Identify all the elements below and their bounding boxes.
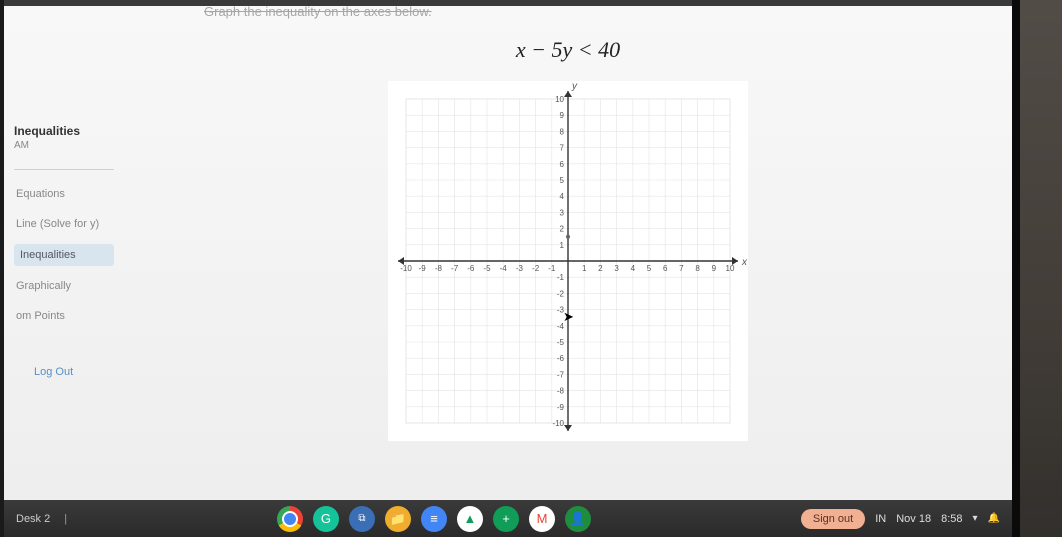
svg-text:6: 6	[560, 160, 565, 169]
background-beyond-laptop	[1020, 0, 1062, 537]
svg-text:8: 8	[695, 264, 700, 273]
svg-text:3: 3	[560, 208, 565, 217]
shelf-left: Desk 2 |	[16, 513, 67, 525]
screen: Inequalities AM Equations Line (Solve for…	[4, 0, 1012, 500]
svg-text:5: 5	[560, 176, 565, 185]
svg-text:7: 7	[679, 264, 684, 273]
svg-text:6: 6	[663, 264, 668, 273]
svg-text:4: 4	[631, 264, 636, 273]
classroom-icon[interactable]: 👤	[565, 506, 591, 532]
svg-text:-7: -7	[451, 264, 459, 273]
svg-text:-2: -2	[532, 264, 540, 273]
svg-text:-2: -2	[557, 289, 565, 298]
sidebar-subheading: AM	[14, 140, 114, 151]
ime-indicator[interactable]: IN	[875, 513, 886, 525]
docs-icon[interactable]: ≡	[421, 506, 447, 532]
sidebar-item-inequalities[interactable]: Inequalities	[14, 244, 114, 266]
graph-container: -10-9-8-7-6-5-4-3-2-112345678910-10-9-8-…	[164, 81, 972, 441]
svg-text:-1: -1	[548, 264, 556, 273]
svg-text:1: 1	[560, 241, 565, 250]
svg-text:-4: -4	[557, 322, 565, 331]
main-content: Graph the inequality on the axes below. …	[124, 6, 1012, 500]
sidebar-item-graphically[interactable]: Graphically	[14, 276, 114, 296]
sidebar-item-equations[interactable]: Equations	[14, 184, 114, 204]
notification-icon[interactable]: 🔔	[988, 513, 1000, 524]
shelf-status-area: Sign out IN Nov 18 8:58 ▾ 🔔	[801, 509, 1000, 529]
sidebar-item-line[interactable]: Line (Solve for y)	[14, 214, 114, 234]
logout-link[interactable]: Log Out	[34, 366, 114, 378]
cartesian-graph[interactable]: -10-9-8-7-6-5-4-3-2-112345678910-10-9-8-…	[388, 81, 748, 441]
svg-text:-9: -9	[419, 264, 427, 273]
gmail-icon[interactable]: M	[529, 506, 555, 532]
svg-text:-5: -5	[483, 264, 491, 273]
svg-text:x: x	[741, 257, 748, 268]
svg-text:7: 7	[560, 144, 565, 153]
sidebar: Inequalities AM Equations Line (Solve for…	[4, 6, 124, 500]
svg-text:10: 10	[726, 264, 735, 273]
svg-text:2: 2	[560, 225, 565, 234]
svg-text:-3: -3	[516, 264, 524, 273]
google-plus-icon[interactable]: +	[493, 506, 519, 532]
svg-text:9: 9	[560, 111, 565, 120]
svg-text:5: 5	[647, 264, 652, 273]
signout-button[interactable]: Sign out	[801, 509, 865, 529]
svg-text:-8: -8	[435, 264, 443, 273]
shelf-divider-icon: |	[64, 513, 67, 525]
time-indicator[interactable]: 8:58	[941, 513, 962, 525]
wifi-icon[interactable]: ▾	[973, 513, 978, 524]
svg-text:1: 1	[582, 264, 587, 273]
svg-text:-8: -8	[557, 387, 565, 396]
sidebar-divider	[14, 169, 114, 170]
svg-text:-10: -10	[400, 264, 412, 273]
svg-text:y: y	[571, 81, 578, 92]
svg-text:-10: -10	[552, 419, 564, 428]
drive-icon[interactable]: ▲	[457, 506, 483, 532]
svg-text:-1: -1	[557, 273, 565, 282]
instruction-text: Graph the inequality on the axes below.	[204, 4, 972, 19]
svg-text:-3: -3	[557, 306, 565, 315]
sidebar-heading: Inequalities	[14, 124, 114, 138]
svg-text:3: 3	[614, 264, 619, 273]
chrome-icon[interactable]	[277, 506, 303, 532]
svg-text:2: 2	[598, 264, 603, 273]
sidebar-item-points[interactable]: om Points	[14, 306, 114, 326]
date-indicator[interactable]: Nov 18	[896, 513, 931, 525]
page-content: Inequalities AM Equations Line (Solve for…	[4, 6, 1012, 500]
svg-text:-6: -6	[557, 354, 565, 363]
equation-text: x − 5y < 40	[164, 37, 972, 63]
svg-text:4: 4	[560, 192, 565, 201]
svg-text:-9: -9	[557, 403, 565, 412]
svg-text:10: 10	[555, 95, 564, 104]
svg-text:8: 8	[560, 127, 565, 136]
shelf: Desk 2 | G ⧉ 📁 ≡ ▲ + M 👤 Sign out IN Nov 18 8:5…	[4, 500, 1012, 537]
grammarly-icon[interactable]: G	[313, 506, 339, 532]
shelf-app-icons: G ⧉ 📁 ≡ ▲ + M 👤	[77, 506, 791, 532]
svg-text:-6: -6	[467, 264, 475, 273]
svg-text:-7: -7	[557, 370, 565, 379]
remote-desktop-icon[interactable]: ⧉	[349, 506, 375, 532]
files-icon[interactable]: 📁	[385, 506, 411, 532]
svg-text:9: 9	[712, 264, 717, 273]
laptop-frame: Inequalities AM Equations Line (Solve for…	[0, 0, 1020, 537]
svg-text:-5: -5	[557, 338, 565, 347]
desk-label[interactable]: Desk 2	[16, 513, 50, 525]
svg-text:-4: -4	[500, 264, 508, 273]
